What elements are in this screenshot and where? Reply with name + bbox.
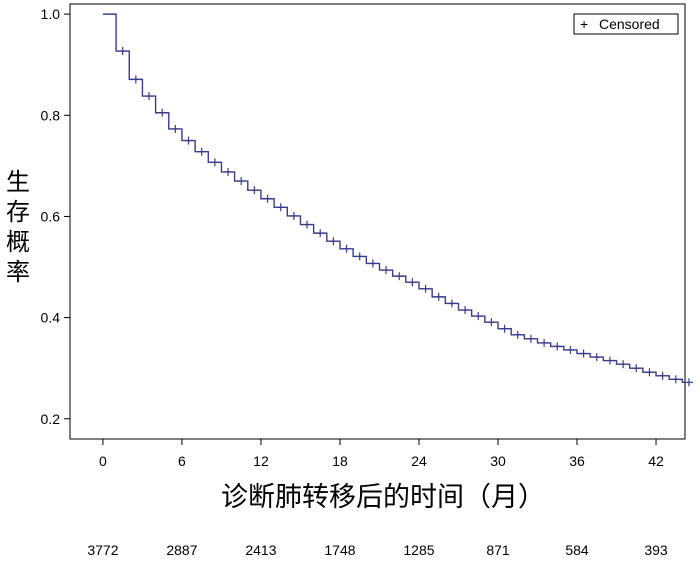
censor-mark: [197, 147, 206, 156]
x-axis: 0 6 12 18 24 30 36 42: [99, 439, 664, 469]
y-tick-label: 0.8: [41, 107, 61, 123]
risk-count: 584: [565, 542, 589, 558]
censor-mark: [368, 259, 377, 268]
x-tick-label: 6: [178, 453, 186, 469]
censor-mark: [461, 306, 470, 315]
censor-mark: [645, 368, 654, 377]
risk-count: 1285: [403, 542, 434, 558]
plot-frame: [69, 3, 686, 440]
censor-mark: [250, 186, 259, 195]
x-tick-label: 42: [648, 453, 664, 469]
censor-mark: [632, 364, 641, 373]
number-at-risk-row: 3772 2887 2413 1748 1285 871 584 393: [87, 542, 668, 558]
censor-mark: [566, 345, 575, 354]
censor-mark: [355, 252, 364, 261]
risk-count: 2413: [245, 542, 276, 558]
y-axis-title: 生存概率: [6, 168, 30, 286]
censor-mark: [513, 330, 522, 339]
y-tick-label: 1.0: [41, 6, 61, 22]
risk-count: 393: [644, 542, 668, 558]
x-tick-label: 0: [99, 453, 107, 469]
censor-mark: [276, 203, 285, 212]
censor-mark: [184, 136, 193, 145]
censor-mark: [526, 334, 535, 343]
legend-box: [573, 13, 679, 35]
censor-mark: [303, 220, 312, 229]
censor-mark: [158, 108, 167, 117]
y-tick-label: 0.6: [41, 208, 61, 224]
censor-mark: [263, 194, 272, 203]
censor-mark: [592, 353, 601, 362]
risk-count: 2887: [166, 542, 197, 558]
censor-mark: [421, 284, 430, 293]
censor-mark: [619, 360, 628, 369]
censor-mark: [329, 237, 338, 246]
censor-mark: [684, 378, 693, 387]
legend-entry-censored: Censored: [599, 16, 660, 32]
censor-mark: [210, 158, 219, 167]
x-tick-label: 18: [332, 453, 348, 469]
censor-mark: [671, 375, 680, 384]
censor-mark: [131, 75, 140, 84]
censor-mark: [118, 47, 127, 56]
risk-count: 3772: [87, 542, 118, 558]
censor-mark: [658, 371, 667, 380]
y-tick-label: 0.4: [41, 310, 61, 326]
censor-mark: [145, 92, 154, 101]
y-axis: 0.2 0.4 0.6 0.8 1.0: [41, 6, 70, 427]
censor-mark: [171, 124, 180, 133]
risk-count: 1748: [324, 542, 355, 558]
censor-mark: [395, 272, 404, 281]
censor-mark: [237, 177, 246, 186]
censor-mark: [316, 229, 325, 238]
legend-symbol: +: [580, 16, 588, 32]
censor-mark: [540, 338, 549, 347]
censor-mark: [224, 167, 233, 176]
y-tick-label: 0.2: [41, 411, 61, 427]
censor-mark: [579, 349, 588, 358]
censor-mark: [447, 299, 456, 308]
x-tick-label: 12: [253, 453, 269, 469]
censor-mark: [487, 318, 496, 327]
censor-mark: [342, 244, 351, 253]
censor-mark: [500, 324, 509, 333]
censor-mark: [553, 342, 562, 351]
censor-mark: [382, 266, 391, 275]
risk-count: 871: [486, 542, 510, 558]
censor-mark: [408, 278, 417, 287]
censor-mark: [434, 292, 443, 301]
censor-mark: [289, 211, 298, 220]
censor-mark: [605, 356, 614, 365]
x-tick-label: 30: [490, 453, 506, 469]
x-axis-title: 诊断肺转移后的时间（月）: [221, 482, 545, 513]
legend: + Censored: [573, 13, 679, 35]
x-tick-label: 36: [569, 453, 585, 469]
censor-mark: [474, 312, 483, 321]
x-tick-label: 24: [411, 453, 427, 469]
censor-marks-layer: [118, 47, 693, 387]
